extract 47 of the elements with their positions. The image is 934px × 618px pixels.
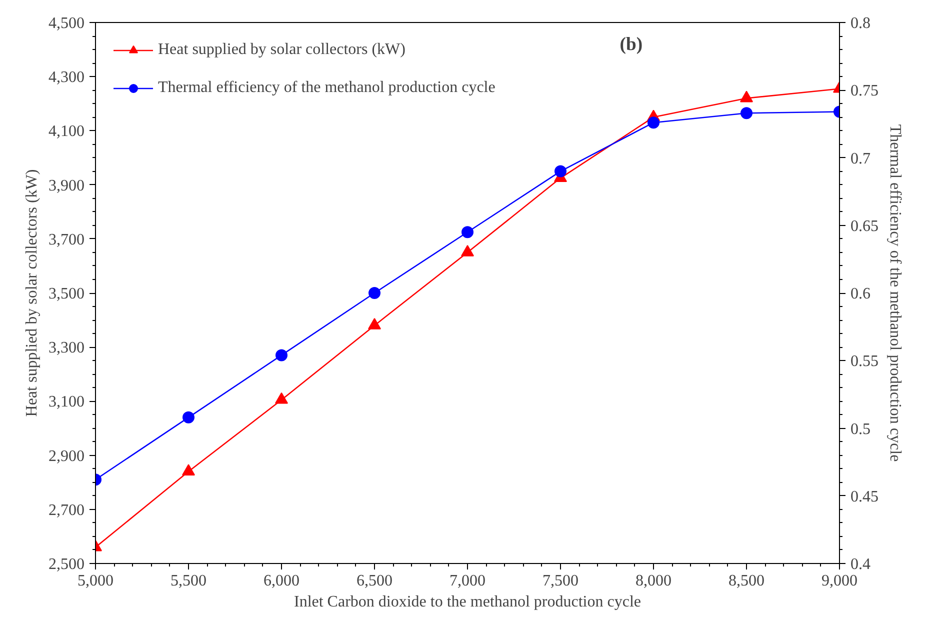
x-tick-label: 6,500 [356,572,392,590]
x-tick-label: 8,500 [728,572,764,590]
y2-tick-label: 0.5 [850,420,870,438]
y2-tick-label: 0.8 [850,15,870,32]
point [554,165,566,178]
point [275,392,288,404]
y-tick-label: 3,700 [48,231,84,248]
y-tick-label: 4,300 [48,69,84,86]
y-tick-label: 2,700 [48,502,84,519]
y-axis-title: Heat supplied by solar collectors (kW) [24,169,40,417]
point [276,349,288,362]
point [462,226,474,238]
x-tick-label: 9,000 [822,572,858,590]
x-axis-title: Inlet Carbon dioxide to the methanol production cycle [294,594,642,610]
y-tick-label: 3,300 [48,340,84,357]
point [648,116,660,129]
x-tick-label: 5,000 [78,572,114,590]
point [368,287,380,299]
y-tick-label: 4,500 [48,15,84,32]
y-tick-label: 3,900 [48,177,84,194]
y2-tick-label: 0.75 [850,82,878,100]
x-tick-label: 6,000 [264,572,300,590]
y-tick-label: 2,500 [48,556,84,573]
point [740,107,752,120]
point [182,411,194,424]
legend-label: Thermal efficiency of the methanol production cycle [158,79,496,97]
x-tick-label: 7,500 [542,572,578,590]
y-tick-label: 3,500 [48,286,84,302]
y2-tick-label: 0.45 [850,488,878,506]
y2-tick-label: 0.4 [850,556,870,573]
y-tick-label: 2,900 [48,448,84,465]
y-tick-label: 4,100 [48,123,84,140]
y2-axis-title: Thermal efficiency of the methanol production cycle [886,124,904,462]
point [740,90,753,102]
x-tick-label: 8,000 [636,572,672,590]
point [182,464,195,476]
y2-tick-label: 0.65 [850,218,878,235]
y2-tick-label: 0.6 [850,286,870,302]
x-tick-label: 5,500 [170,572,206,590]
y-tick-label: 3,100 [48,394,84,411]
point [368,318,381,330]
annotation: (b) [620,34,643,55]
point [461,244,474,256]
legend-label: Heat supplied by solar collectors (kW) [158,41,406,59]
x-tick-label: 7,000 [450,572,486,590]
y2-tick-label: 0.7 [850,150,870,168]
y2-tick-label: 0.55 [850,353,878,370]
